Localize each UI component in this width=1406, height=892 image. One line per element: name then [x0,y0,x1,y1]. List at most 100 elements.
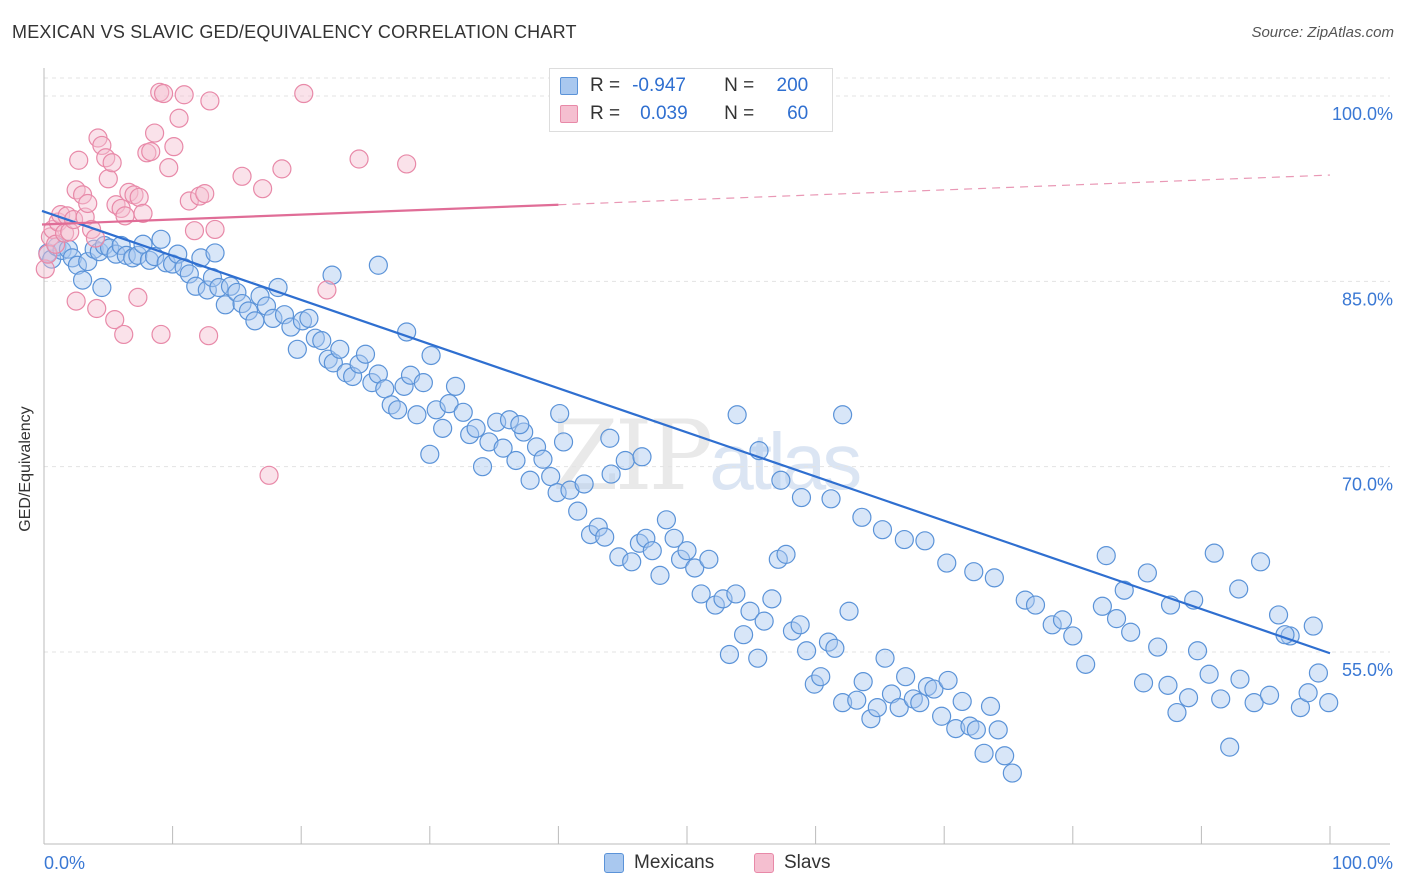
mexicans-point [821,489,841,509]
mexicans-point [299,308,319,328]
mexicans-point [642,541,662,561]
mexicans-point [560,480,580,500]
mexicans-point [151,229,171,249]
mexicans-point [1158,675,1178,695]
mexicans-point [601,464,621,484]
mexicans-point [762,589,782,609]
slavs-point [232,166,252,186]
mexicans-point [139,250,160,270]
slavs-point [259,465,279,485]
slavs-point [294,83,314,104]
mexicans-point [656,510,677,530]
mexicans-point [588,517,608,537]
chart-title: MEXICAN VS SLAVIC GED/EQUIVALENCY CORREL… [12,22,577,42]
mexicans-point [343,366,363,387]
mexicans-point [664,528,684,548]
slavs-point [179,191,199,211]
mexicans-point [381,395,401,415]
mexicans-point [123,248,143,268]
mexicans-point [974,743,994,763]
mexicans-point [281,317,301,337]
mexicans-point [839,601,859,621]
mexicans-point [1092,596,1112,616]
mexicans-point [1303,616,1323,636]
mexicans-point [1063,626,1083,646]
mexicans-point [1121,622,1141,642]
mexicans-point [1211,689,1231,709]
mexicans-point [600,428,620,448]
slavs-point [78,193,98,214]
mexicans-point [1229,579,1249,599]
mexicans-point [179,264,199,284]
mexicans-point [394,376,414,396]
slavs-point [144,123,165,143]
mexicans-point [533,449,553,469]
mexicans-point [867,697,887,718]
mexicans-point [754,611,774,631]
mexicans-point [896,667,916,687]
mexicans-point [520,470,540,490]
mexicans-point [740,601,760,621]
mexicans-point [128,245,148,265]
mexicans-point [238,301,259,321]
mexicans-point [1002,763,1022,783]
mexicans-point [67,255,88,275]
mexicans-point [1268,605,1289,625]
mexicans-point [1199,664,1219,684]
mexicans-point [615,450,635,471]
mexicans-point [312,331,332,351]
slavs-point [141,142,161,162]
legend-item-mexicans[interactable]: Mexicans [604,852,714,874]
legend-r-value: -0.947 [632,75,686,96]
x-tick-label: 100.0% [1332,853,1393,873]
series-legend: Mexicans Slavs [0,852,1406,878]
mexicans-point [1204,543,1224,563]
legend-n-value: 60 [787,103,809,124]
mexicans-point [889,697,909,718]
legend-item-slavs[interactable]: Slavs [754,852,830,874]
mexicans-point [263,308,283,328]
slavs-point [317,280,337,300]
mexicans-point [421,345,441,366]
mexicans-point [1106,609,1127,629]
slavs-point [200,91,220,111]
mexicans-point [894,529,914,550]
source-label: Source: ZipAtlas.com [1251,24,1394,41]
legend-n-value: 200 [776,75,809,96]
mexicans-point [622,552,642,572]
mexicans-point [574,474,594,494]
mexicans-point [705,595,725,615]
mexicans-point [875,648,895,668]
mexicans-point [215,295,235,315]
mexicans-point [833,405,853,425]
mexicans-point [553,432,574,452]
mexicans-point [853,672,873,692]
mexicans-point [782,621,803,641]
mexicans-point [580,525,601,545]
mexicans-point [1250,552,1271,572]
mexicans-point [636,528,656,548]
slavs-point [199,326,219,346]
mexicans-point [287,339,307,359]
slavs-point [102,153,122,173]
legend-row-slavs: R = 0.039 N = 60 [560,101,808,127]
mexicans-point [964,562,984,582]
mexicans-point [915,531,935,551]
legend-label-mexicans: Mexicans [634,852,715,873]
slavs-point [105,310,125,330]
legend-label-slavs: Slavs [784,852,831,873]
mexicans-point [727,405,747,425]
mexicans-point [776,544,796,564]
legend-swatch-mexicans [560,77,578,95]
mexicans-point [609,547,629,567]
slavs-point [92,135,112,156]
mexicans-point [1308,663,1329,683]
slavs-point [129,187,149,207]
mexicans-point [330,339,350,359]
mexicans-point [1167,702,1187,723]
mexicans-point [550,403,570,424]
mexicans-point [677,541,697,561]
mexicans-point [726,584,746,604]
mexicans-trend-line [41,209,1331,655]
mexicans-point [388,400,408,420]
